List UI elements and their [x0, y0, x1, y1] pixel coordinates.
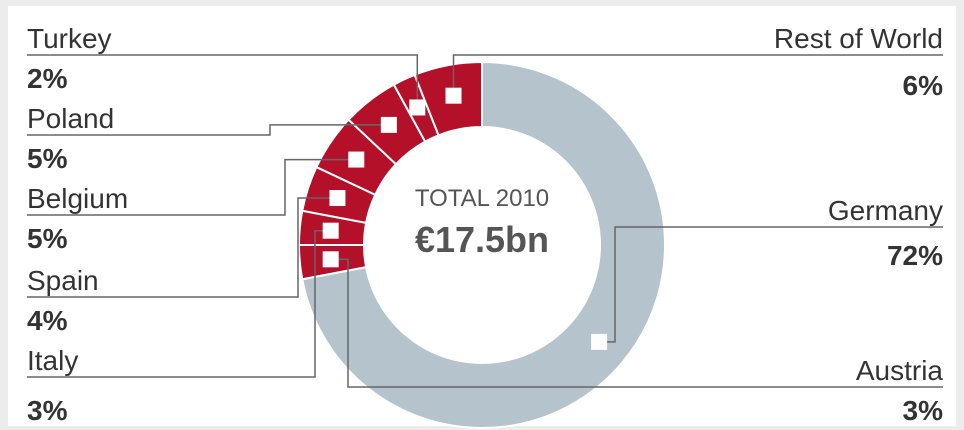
leader-line: [27, 158, 357, 216]
leader-line: [452, 54, 943, 96]
segment-name: Germany: [828, 195, 943, 226]
leader-line: [27, 124, 389, 136]
segment-percent: 2%: [27, 63, 68, 94]
donut-segment: [301, 60, 666, 429]
segment-marker: [409, 99, 426, 116]
segment-name: Italy: [27, 345, 78, 376]
segment-marker: [329, 190, 346, 207]
center-value: €17.5bn: [415, 219, 549, 260]
segment-marker: [445, 87, 462, 104]
segment-name: Rest of World: [774, 23, 943, 54]
segment-name: Belgium: [27, 183, 128, 214]
segment-marker: [348, 151, 365, 168]
leader-line: [27, 54, 419, 108]
center-title: TOTAL 2010: [415, 185, 549, 212]
segment-name: Austria: [856, 355, 944, 386]
segment-name: Turkey: [27, 23, 112, 54]
segment-percent: 4%: [27, 305, 68, 336]
leader-line: [27, 197, 338, 298]
segment-marker: [322, 251, 339, 268]
segment-percent: 3%: [27, 395, 68, 426]
segment-percent: 6%: [903, 70, 944, 101]
segment-marker: [322, 222, 339, 239]
leader-line: [330, 258, 943, 388]
segment-percent: 72%: [887, 240, 943, 271]
segment-marker: [380, 116, 397, 133]
segment-percent: 5%: [27, 143, 68, 174]
segment-percent: 5%: [27, 223, 68, 254]
segment-name: Spain: [27, 265, 99, 296]
segment-name: Poland: [27, 103, 114, 134]
segment-marker: [591, 333, 608, 350]
segment-percent: 3%: [903, 395, 944, 426]
